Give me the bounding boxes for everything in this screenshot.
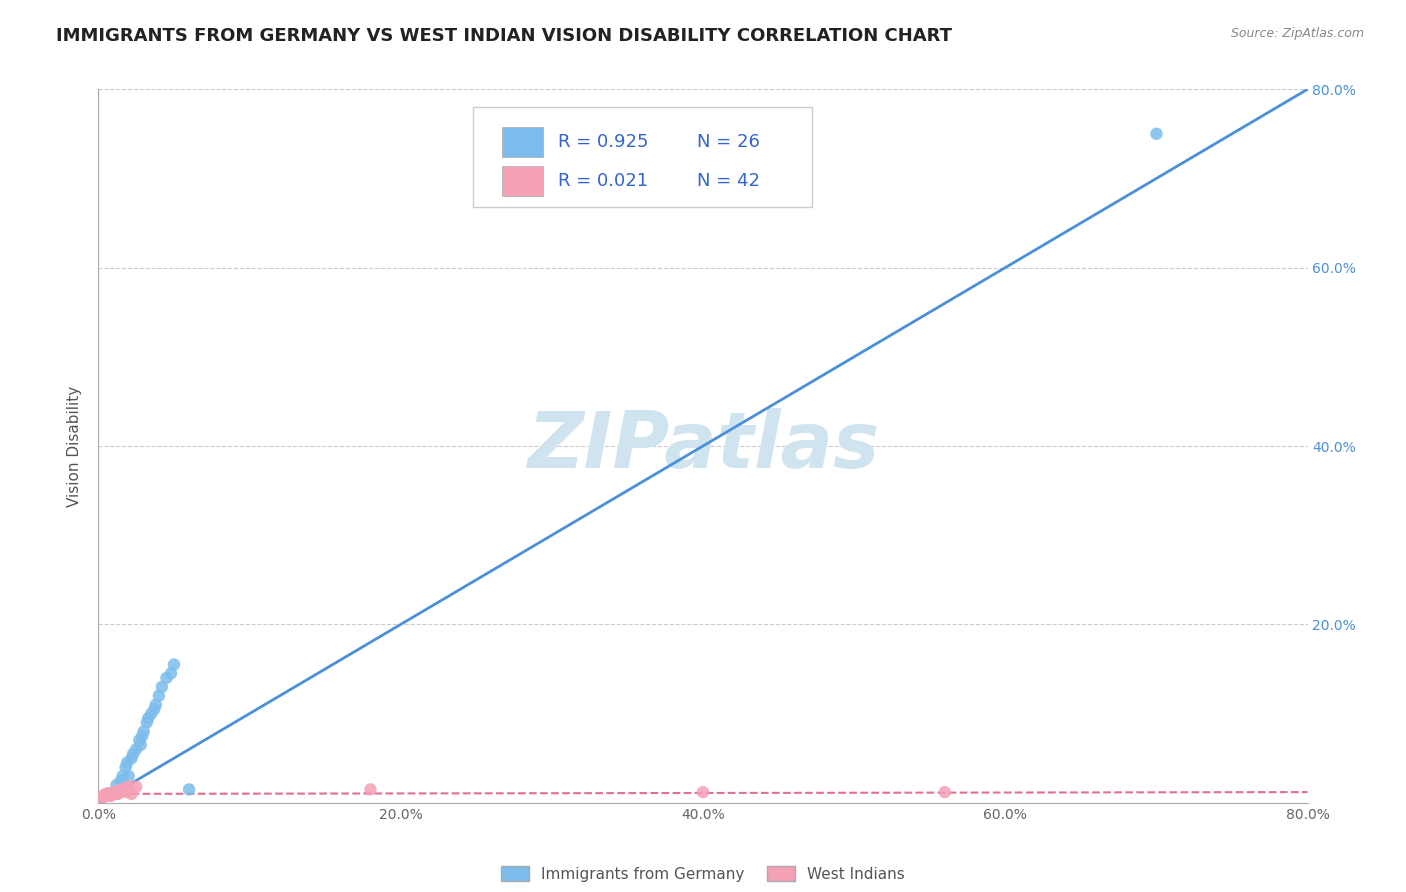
Y-axis label: Vision Disability: Vision Disability bbox=[67, 385, 83, 507]
FancyBboxPatch shape bbox=[502, 127, 543, 157]
Point bbox=[96, 787, 118, 801]
Text: R = 0.925: R = 0.925 bbox=[558, 133, 648, 151]
Point bbox=[155, 671, 177, 685]
Text: ZIPatlas: ZIPatlas bbox=[527, 408, 879, 484]
Point bbox=[115, 785, 138, 799]
Point bbox=[111, 782, 134, 797]
Point bbox=[112, 782, 135, 797]
Point bbox=[1144, 127, 1167, 141]
Point bbox=[131, 729, 153, 743]
Point bbox=[360, 782, 382, 797]
Point bbox=[93, 789, 115, 804]
Point bbox=[692, 785, 714, 799]
Point bbox=[129, 738, 152, 752]
Point bbox=[94, 789, 117, 803]
Point bbox=[100, 789, 122, 803]
Point bbox=[163, 657, 186, 672]
Point bbox=[100, 789, 122, 803]
Point bbox=[118, 769, 141, 783]
Point bbox=[104, 785, 127, 799]
Point bbox=[141, 706, 163, 721]
Point bbox=[98, 787, 121, 801]
Point bbox=[121, 751, 143, 765]
Point bbox=[103, 787, 125, 801]
Point bbox=[128, 733, 150, 747]
Point bbox=[98, 787, 121, 801]
Point bbox=[93, 789, 115, 804]
Point bbox=[114, 782, 136, 797]
Point bbox=[110, 773, 132, 788]
Point bbox=[122, 747, 145, 761]
Point bbox=[118, 780, 141, 794]
Point bbox=[108, 785, 131, 799]
Point bbox=[101, 787, 124, 801]
Text: IMMIGRANTS FROM GERMANY VS WEST INDIAN VISION DISABILITY CORRELATION CHART: IMMIGRANTS FROM GERMANY VS WEST INDIAN V… bbox=[56, 27, 952, 45]
Point bbox=[115, 756, 138, 770]
Point bbox=[111, 769, 134, 783]
Text: N = 42: N = 42 bbox=[697, 172, 761, 190]
Point bbox=[114, 760, 136, 774]
Point bbox=[143, 702, 166, 716]
Point bbox=[107, 787, 129, 801]
Point bbox=[90, 791, 112, 805]
Point bbox=[105, 787, 128, 801]
Text: R = 0.021: R = 0.021 bbox=[558, 172, 648, 190]
Point bbox=[179, 782, 201, 797]
Point bbox=[98, 787, 121, 801]
Point bbox=[135, 715, 157, 730]
Point bbox=[101, 787, 124, 801]
Point bbox=[118, 780, 141, 794]
Point bbox=[111, 782, 134, 797]
Point bbox=[110, 785, 132, 799]
Point bbox=[121, 787, 143, 801]
Point bbox=[103, 785, 125, 799]
Point bbox=[160, 666, 183, 681]
Point bbox=[94, 787, 117, 801]
Point bbox=[103, 785, 125, 799]
Point bbox=[125, 742, 148, 756]
Point bbox=[934, 785, 956, 799]
Point bbox=[145, 698, 167, 712]
Point bbox=[91, 789, 114, 803]
FancyBboxPatch shape bbox=[502, 166, 543, 196]
Point bbox=[110, 782, 132, 797]
Point bbox=[96, 787, 118, 801]
Point bbox=[105, 785, 128, 799]
Point bbox=[104, 785, 127, 799]
Point bbox=[125, 780, 148, 794]
Point bbox=[150, 680, 173, 694]
Point bbox=[148, 689, 170, 703]
Point bbox=[96, 787, 118, 801]
FancyBboxPatch shape bbox=[474, 107, 811, 207]
Point bbox=[105, 778, 128, 792]
Legend: Immigrants from Germany, West Indians: Immigrants from Germany, West Indians bbox=[495, 860, 911, 888]
Point bbox=[91, 789, 114, 804]
Point bbox=[136, 711, 159, 725]
Text: N = 26: N = 26 bbox=[697, 133, 759, 151]
Point bbox=[103, 787, 125, 801]
Text: Source: ZipAtlas.com: Source: ZipAtlas.com bbox=[1230, 27, 1364, 40]
Point bbox=[108, 785, 131, 799]
Point bbox=[100, 789, 122, 803]
Point bbox=[132, 724, 155, 739]
